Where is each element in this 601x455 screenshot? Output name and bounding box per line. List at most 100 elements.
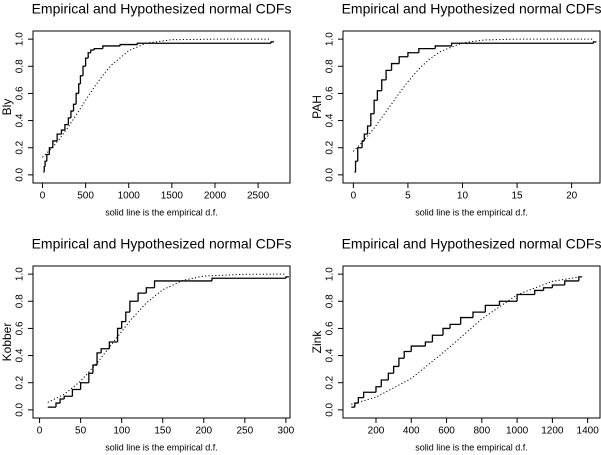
plot-box [342, 30, 601, 184]
ecdf-step [90, 49, 95, 53]
ecdf-step [59, 398, 65, 404]
ecdf-step [398, 357, 405, 367]
ecdf-step [153, 280, 212, 288]
ecdf-step [119, 43, 138, 46]
ecdf-step [357, 147, 363, 162]
ecdf-step [285, 276, 289, 279]
ecdf-step [373, 99, 378, 114]
plot-box [342, 265, 601, 419]
x-tick-label: 5 [405, 191, 411, 202]
ecdf-step [100, 348, 110, 353]
ecdf-step [578, 276, 582, 281]
ecdf-step [592, 41, 597, 44]
y-tick-label: 0.0 [15, 402, 26, 416]
ecdf-step [381, 79, 387, 91]
ecdf-step [79, 382, 89, 390]
y-tick-label: 0.6 [325, 321, 336, 335]
y-tick-label: 0.4 [325, 348, 336, 362]
panel: Empirical and Hypothesized normal CDFs 0 5… [0, 1, 291, 218]
ecdf-step [376, 90, 382, 101]
panel: Empirical and Hypothesized normal CDFs 0 5… [310, 1, 601, 218]
x-tick-label: 1500 [161, 191, 184, 202]
ecdf-step [121, 320, 126, 329]
normal-cdf [353, 38, 594, 152]
ecdf-step [71, 388, 81, 397]
ecdf-step [116, 327, 122, 342]
x-tick-label: 50 [75, 426, 87, 437]
ecdf-step [88, 372, 93, 383]
ecdf-step [362, 391, 376, 398]
ecdf-step [48, 147, 53, 155]
x-tick-label: 100 [113, 426, 130, 437]
x-tick-label: 20 [566, 191, 578, 202]
ecdf-step [72, 103, 77, 112]
x-tick-label: 2500 [247, 191, 270, 202]
ecdf-step [434, 45, 452, 49]
y-tick-label: 1.0 [15, 32, 26, 46]
ecdf-step [78, 83, 81, 94]
y-tick-label: 0.2 [325, 140, 336, 154]
ecdf-step [63, 395, 73, 399]
y-tick-label: 0.2 [325, 375, 336, 389]
y-tick-label: 1.0 [325, 267, 336, 281]
ecdf-step [392, 365, 399, 374]
y-tick-label: 0.2 [15, 140, 26, 154]
ecdf-step [64, 123, 69, 131]
ecdf-step [52, 140, 58, 148]
normal-cdf [351, 275, 583, 405]
ecdf-step [407, 52, 419, 57]
ecdf-step [472, 311, 486, 318]
x-axis-label: solid line is the empirical d.f. [415, 207, 528, 217]
x-tick-label: 1200 [541, 426, 564, 437]
ecdf-step [403, 350, 412, 359]
chart-title: Empirical and Hypothesized normal CDFs [342, 1, 601, 17]
y-tick-label: 0.6 [15, 321, 26, 335]
ecdf-step [136, 42, 272, 45]
ecdf-step [102, 45, 121, 49]
x-tick-label: 0 [37, 426, 43, 437]
y-tick-label: 0.4 [15, 113, 26, 127]
x-tick-label: 150 [154, 426, 171, 437]
y-tick-label: 0.0 [325, 167, 336, 181]
x-tick-label: 1000 [506, 426, 529, 437]
y-axis-label: Bly [0, 99, 14, 116]
y-tick-label: 0.2 [15, 375, 26, 389]
ecdf-step [424, 341, 433, 347]
ecdf-step [56, 133, 62, 141]
x-tick-label: 2000 [204, 191, 227, 202]
y-tick-label: 0.6 [15, 86, 26, 100]
ecdf-step [363, 133, 368, 141]
ecdf-step [449, 323, 461, 329]
ecdf-step [87, 52, 91, 59]
x-axis-label: solid line is the empirical d.f. [415, 442, 528, 452]
ecdf-step [43, 166, 46, 173]
plot-box [32, 30, 291, 184]
y-tick-label: 0.4 [15, 348, 26, 362]
ecdf-step [70, 110, 74, 118]
normal-cdf [47, 273, 286, 403]
y-axis-label: Zink [310, 330, 324, 354]
ecdf-step [108, 341, 118, 349]
x-tick-label: 0 [351, 191, 357, 202]
ecdf-step [55, 402, 61, 408]
panel: Empirical and Hypothesized normal CDFs 20… [310, 236, 601, 453]
ecdf-step [92, 364, 98, 374]
ecdf-step [431, 334, 444, 342]
ecdf-step [375, 386, 382, 393]
ecdf-step [270, 41, 275, 44]
ecdf-step [380, 379, 389, 387]
ecdf-step [137, 292, 147, 302]
chart-title: Empirical and Hypothesized normal CDFs [32, 236, 292, 252]
ecdf-step [460, 316, 473, 325]
x-tick-label: 1000 [118, 191, 141, 202]
x-tick-label: 800 [473, 426, 490, 437]
ecdf-step [44, 160, 47, 167]
ecdf-step [516, 293, 535, 302]
y-tick-label: 1.0 [15, 267, 26, 281]
chart-title: Empirical and Hypothesized normal CDFs [32, 1, 292, 17]
y-tick-label: 0.0 [15, 167, 26, 181]
y-tick-label: 0.4 [325, 113, 336, 127]
x-tick-label: 500 [77, 191, 94, 202]
x-tick-label: 600 [438, 426, 455, 437]
